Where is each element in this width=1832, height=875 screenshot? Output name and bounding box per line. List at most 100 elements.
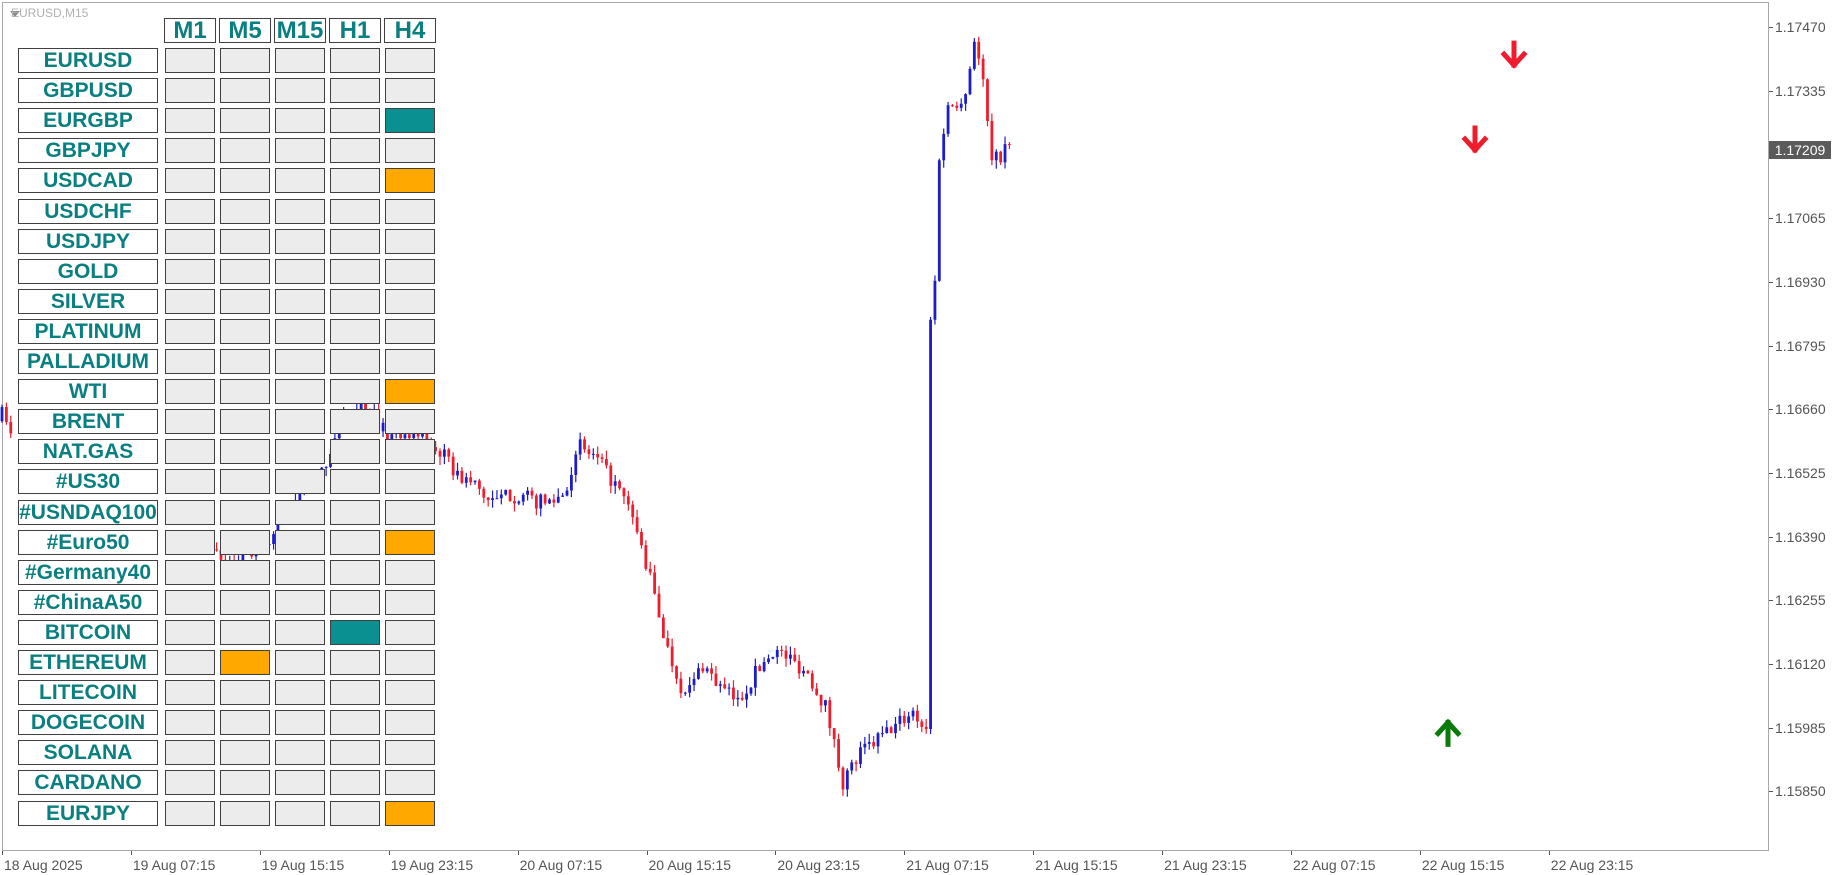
signal-cell-m5[interactable] [220, 288, 270, 314]
signal-cell-m5[interactable] [220, 108, 270, 134]
signal-cell-m15[interactable] [275, 138, 325, 164]
signal-cell-h4[interactable] [385, 168, 435, 194]
signal-cell-h1[interactable] [330, 138, 380, 164]
signal-cell-m15[interactable] [275, 710, 325, 736]
signal-cell-m1[interactable] [165, 770, 215, 796]
signal-cell-m5[interactable] [220, 559, 270, 585]
signal-cell-h4[interactable] [385, 619, 435, 645]
signal-cell-m5[interactable] [220, 318, 270, 344]
symbol-button[interactable]: PALLADIUM [18, 349, 158, 374]
symbol-button[interactable]: SOLANA [18, 740, 158, 766]
symbol-button[interactable]: EURJPY [18, 800, 158, 826]
signal-cell-m1[interactable] [165, 469, 215, 495]
signal-cell-h1[interactable] [330, 439, 380, 465]
symbol-button[interactable]: #USNDAQ100 [18, 499, 158, 525]
signal-cell-m1[interactable] [165, 650, 215, 675]
signal-cell-m5[interactable] [220, 589, 270, 615]
symbol-button[interactable]: #US30 [18, 469, 158, 495]
symbol-button[interactable]: ETHEREUM [18, 650, 158, 675]
signal-cell-m1[interactable] [165, 680, 215, 706]
signal-cell-h4[interactable] [385, 318, 435, 344]
signal-cell-h1[interactable] [330, 48, 380, 73]
signal-cell-h4[interactable] [385, 740, 435, 766]
signal-cell-m15[interactable] [275, 740, 325, 766]
signal-cell-m1[interactable] [165, 499, 215, 525]
signal-cell-h4[interactable] [385, 228, 435, 254]
symbol-button[interactable]: GBPJPY [18, 138, 158, 164]
symbol-button[interactable]: LITECOIN [18, 680, 158, 706]
signal-cell-h1[interactable] [330, 349, 380, 374]
signal-cell-h1[interactable] [330, 529, 380, 555]
signal-cell-h1[interactable] [330, 589, 380, 615]
signal-cell-m15[interactable] [275, 228, 325, 254]
signal-cell-m15[interactable] [275, 379, 325, 405]
signal-cell-m5[interactable] [220, 138, 270, 164]
signal-cell-m5[interactable] [220, 499, 270, 525]
signal-cell-m1[interactable] [165, 379, 215, 405]
signal-cell-m1[interactable] [165, 108, 215, 134]
signal-cell-h4[interactable] [385, 589, 435, 615]
signal-cell-m5[interactable] [220, 198, 270, 224]
symbol-button[interactable]: BITCOIN [18, 619, 158, 645]
signal-cell-m15[interactable] [275, 469, 325, 495]
signal-cell-m5[interactable] [220, 800, 270, 826]
symbol-button[interactable]: GBPUSD [18, 78, 158, 104]
signal-cell-h1[interactable] [330, 168, 380, 194]
signal-cell-m1[interactable] [165, 48, 215, 73]
signal-cell-h1[interactable] [330, 619, 380, 645]
symbol-button[interactable]: USDJPY [18, 228, 158, 254]
signal-cell-m1[interactable] [165, 138, 215, 164]
signal-cell-m1[interactable] [165, 800, 215, 826]
signal-cell-h4[interactable] [385, 529, 435, 555]
signal-cell-m15[interactable] [275, 288, 325, 314]
signal-cell-m15[interactable] [275, 529, 325, 555]
signal-cell-m5[interactable] [220, 48, 270, 73]
signal-cell-h4[interactable] [385, 710, 435, 736]
signal-cell-h4[interactable] [385, 770, 435, 796]
signal-cell-m1[interactable] [165, 228, 215, 254]
signal-cell-h4[interactable] [385, 409, 435, 435]
signal-cell-m15[interactable] [275, 680, 325, 706]
signal-cell-m15[interactable] [275, 619, 325, 645]
signal-cell-m15[interactable] [275, 349, 325, 374]
signal-cell-m15[interactable] [275, 770, 325, 796]
signal-cell-h1[interactable] [330, 198, 380, 224]
signal-cell-m15[interactable] [275, 168, 325, 194]
signal-cell-h4[interactable] [385, 138, 435, 164]
signal-cell-h1[interactable] [330, 469, 380, 495]
signal-cell-h1[interactable] [330, 499, 380, 525]
symbol-button[interactable]: #Euro50 [18, 529, 158, 555]
symbol-button[interactable]: USDCAD [18, 168, 158, 194]
signal-cell-m1[interactable] [165, 619, 215, 645]
signal-cell-h4[interactable] [385, 258, 435, 284]
signal-cell-m5[interactable] [220, 409, 270, 435]
signal-cell-m1[interactable] [165, 318, 215, 344]
signal-cell-h4[interactable] [385, 680, 435, 706]
signal-cell-h1[interactable] [330, 710, 380, 736]
signal-cell-m5[interactable] [220, 439, 270, 465]
signal-cell-m5[interactable] [220, 710, 270, 736]
signal-cell-m1[interactable] [165, 710, 215, 736]
signal-cell-m5[interactable] [220, 619, 270, 645]
signal-cell-m5[interactable] [220, 349, 270, 374]
signal-cell-h1[interactable] [330, 770, 380, 796]
signal-cell-m5[interactable] [220, 770, 270, 796]
signal-cell-m1[interactable] [165, 439, 215, 465]
symbol-button[interactable]: WTI [18, 379, 158, 405]
signal-cell-h1[interactable] [330, 228, 380, 254]
symbol-button[interactable]: DOGECOIN [18, 710, 158, 736]
signal-cell-h1[interactable] [330, 288, 380, 314]
signal-cell-m1[interactable] [165, 529, 215, 555]
timeframe-header-m15[interactable]: M15 [274, 18, 326, 43]
signal-cell-m5[interactable] [220, 529, 270, 555]
timeframe-header-h4[interactable]: H4 [384, 18, 436, 43]
signal-cell-m1[interactable] [165, 559, 215, 585]
symbol-button[interactable]: SILVER [18, 288, 158, 314]
signal-cell-m15[interactable] [275, 800, 325, 826]
signal-cell-h4[interactable] [385, 78, 435, 104]
signal-cell-m1[interactable] [165, 258, 215, 284]
signal-cell-h1[interactable] [330, 650, 380, 675]
signal-cell-m1[interactable] [165, 168, 215, 194]
symbol-button[interactable]: #Germany40 [18, 559, 158, 585]
signal-cell-m5[interactable] [220, 168, 270, 194]
